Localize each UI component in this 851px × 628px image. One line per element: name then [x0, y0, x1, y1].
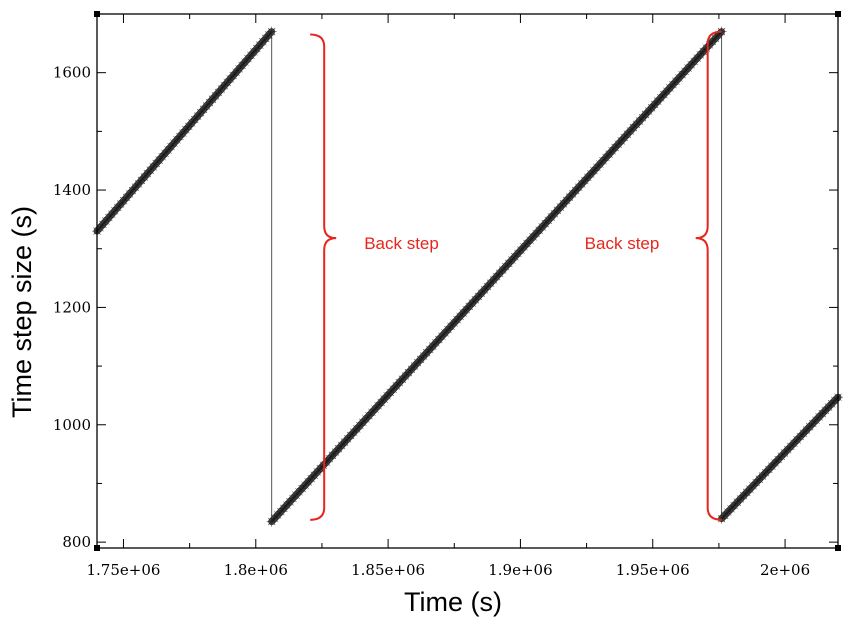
x-tick-label: 1.9e+06 — [488, 561, 552, 579]
annotation-label: Back step — [364, 234, 439, 253]
plot-frame — [96, 13, 839, 549]
annotation-label: Back step — [585, 234, 660, 253]
x-axis-label: Time (s) — [404, 587, 502, 617]
y-tick-label: 1600 — [53, 64, 91, 82]
y-tick-label: 1000 — [53, 416, 91, 434]
brace-bracket — [695, 30, 722, 521]
data-layer — [92, 26, 843, 527]
y-tick-label: 1200 — [53, 298, 91, 316]
x-tick-label: 1.8e+06 — [224, 561, 288, 579]
x-tick-label: 2e+06 — [760, 561, 810, 579]
x-tick-label: 1.75e+06 — [86, 561, 160, 579]
x-tick-label: 1.95e+06 — [616, 561, 690, 579]
y-axis-label: Time step size (s) — [7, 206, 37, 418]
annotation-layer: Back step Back step — [310, 30, 722, 521]
y-tick-label: 800 — [62, 533, 91, 551]
ticks-layer: 1.75e+06 1.8e+06 1.85e+06 1.9e+06 1.95e+06 2e… — [53, 11, 841, 579]
data-point-marker — [266, 26, 277, 37]
y-tick-label: 1400 — [53, 181, 91, 199]
brace-bracket — [310, 33, 337, 521]
x-tick-label: 1.85e+06 — [351, 561, 425, 579]
